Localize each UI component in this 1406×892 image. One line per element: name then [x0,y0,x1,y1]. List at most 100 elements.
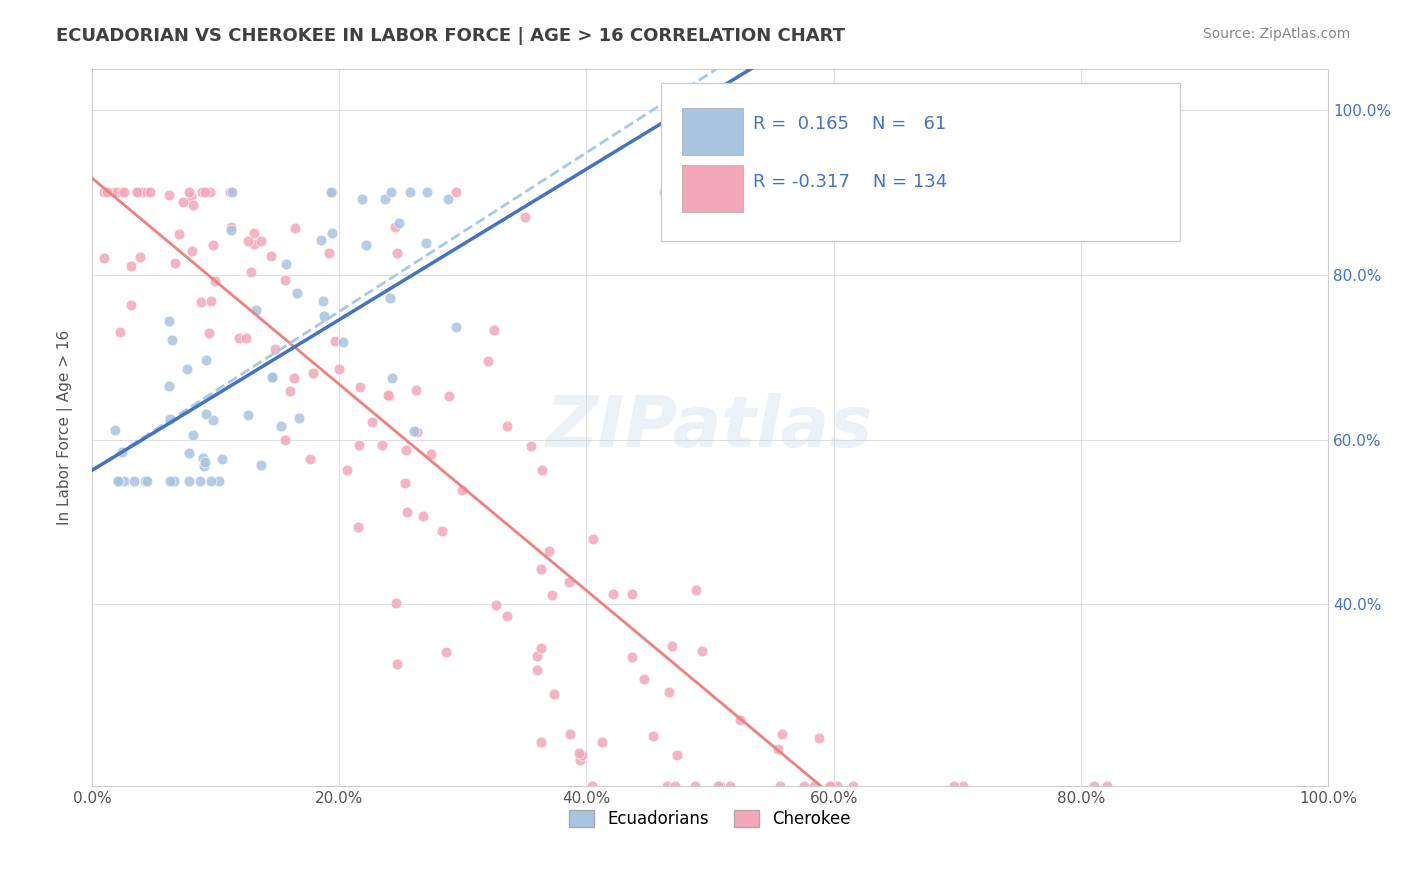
Point [530,641,553,656]
Point [264,342,287,356]
Point [496,419,519,434]
Point [194,454,217,468]
Point [664,779,686,793]
Point [112,474,135,488]
Point [235,331,257,345]
Point [128,250,150,264]
Point [250,458,273,472]
Point [190,295,212,310]
Point [1083,779,1105,793]
Legend: Ecuadorians, Cherokee: Ecuadorians, Cherokee [562,804,858,835]
Point [482,323,505,337]
Point [181,198,204,212]
Point [718,779,741,793]
Point [643,729,665,743]
Point [323,334,346,348]
Point [378,291,401,305]
Point [415,235,437,250]
Point [93,185,115,199]
Point [120,259,142,273]
Point [136,185,159,199]
Point [328,361,350,376]
Point [159,378,181,392]
Point [387,246,409,260]
Point [380,185,402,199]
Point [240,265,263,279]
Point [321,185,343,199]
Text: ZIPatlas: ZIPatlas [547,392,873,462]
Point [402,425,425,439]
Point [107,474,129,488]
Point [208,474,231,488]
Point [436,192,458,206]
Point [335,463,357,477]
Point [520,439,543,453]
Point [262,370,284,384]
Point [818,779,841,793]
Point [172,194,194,209]
Point [318,246,340,260]
Point [558,575,581,590]
Point [543,687,565,701]
Point [405,383,427,397]
Point [768,779,790,793]
Point [434,645,457,659]
Point [125,185,148,199]
Point [571,748,593,763]
Point [93,251,115,265]
Point [633,672,655,686]
Point [394,475,416,490]
Point [284,220,307,235]
Point [373,192,395,206]
Point [163,256,186,270]
Point [654,185,676,199]
Point [530,735,553,749]
Point [537,544,560,558]
Point [513,210,536,224]
Point [221,185,243,199]
Point [385,657,408,672]
Point [236,408,259,422]
Point [190,474,212,488]
Text: ECUADORIAN VS CHEROKEE IN LABOR FORCE | AGE > 16 CORRELATION CHART: ECUADORIAN VS CHEROKEE IN LABOR FORCE | … [56,27,845,45]
Point [176,362,198,376]
Point [103,185,125,199]
Point [754,185,776,199]
Point [395,505,418,519]
Point [730,713,752,727]
Point [416,185,439,199]
Point [200,474,222,488]
Point [194,407,217,421]
Point [122,474,145,488]
Point [540,588,562,602]
Point [621,587,644,601]
Point [201,238,224,252]
Point [582,532,605,546]
Point [412,508,434,523]
Point [395,442,418,457]
Point [526,649,548,664]
Point [349,380,371,394]
Point [311,233,333,247]
Point [120,298,142,312]
Point [842,779,865,793]
Point [242,226,264,240]
Point [827,779,849,793]
Point [193,458,215,473]
Point [496,608,519,623]
Point [285,286,308,301]
Point [245,302,267,317]
Point [378,389,401,403]
Point [181,428,204,442]
Point [200,293,222,308]
Text: Source: ZipAtlas.com: Source: ZipAtlas.com [1202,27,1350,41]
Point [437,388,460,402]
Point [250,235,273,249]
Point [177,474,200,488]
Point [270,418,292,433]
Point [432,524,454,539]
Point [302,366,325,380]
Point [807,731,830,745]
FancyBboxPatch shape [682,108,744,154]
Point [274,434,297,448]
